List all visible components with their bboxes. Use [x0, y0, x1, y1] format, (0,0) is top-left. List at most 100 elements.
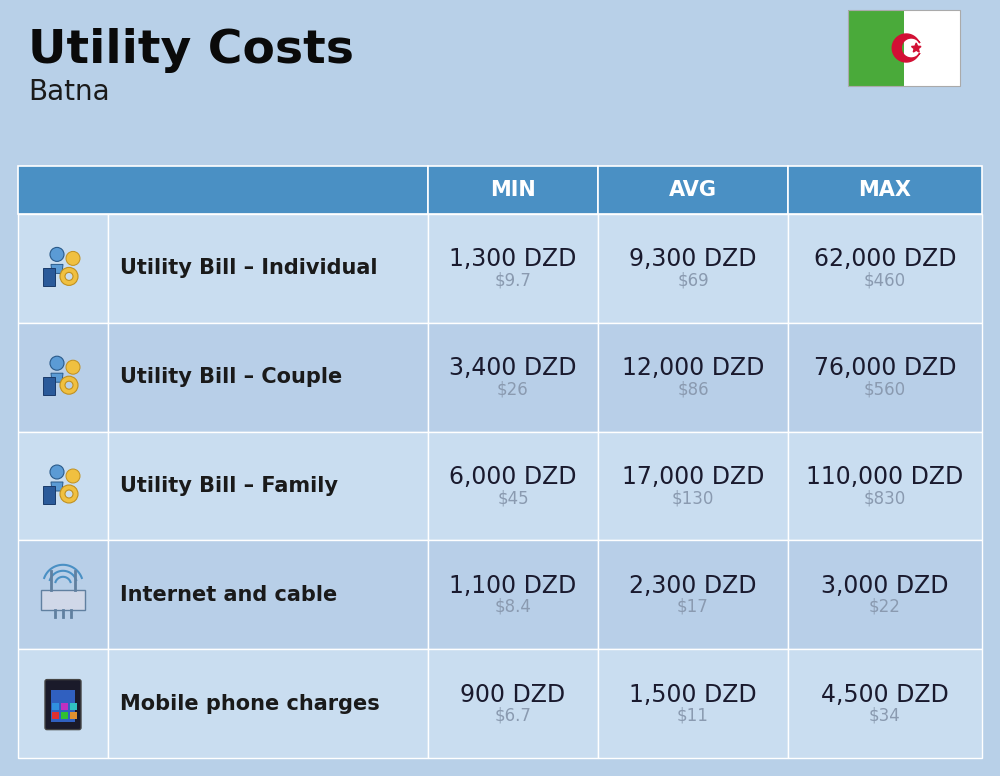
Polygon shape	[892, 34, 920, 62]
Bar	[43, 486, 55, 504]
Text: $22: $22	[869, 598, 901, 616]
Text: $26: $26	[497, 380, 529, 398]
Text: 17,000 DZD: 17,000 DZD	[622, 465, 764, 489]
Text: $6.7: $6.7	[495, 707, 531, 725]
Bar	[43, 268, 55, 286]
Text: 1,300 DZD: 1,300 DZD	[449, 248, 577, 272]
Circle shape	[65, 381, 73, 390]
FancyBboxPatch shape	[45, 680, 81, 729]
Text: Batna: Batna	[28, 78, 110, 106]
Bar	[51, 690, 75, 722]
Bar	[598, 214, 788, 323]
Text: $11: $11	[677, 707, 709, 725]
Bar	[18, 431, 108, 540]
Circle shape	[60, 376, 78, 394]
Bar	[788, 214, 982, 323]
Bar	[41, 590, 85, 610]
Bar	[70, 702, 77, 709]
Bar	[108, 650, 428, 758]
Bar	[904, 10, 960, 86]
Bar	[428, 166, 598, 214]
Text: $560: $560	[864, 380, 906, 398]
Text: 1,100 DZD: 1,100 DZD	[449, 573, 577, 598]
Text: Utility Costs: Utility Costs	[28, 28, 354, 73]
Bar	[108, 540, 428, 650]
Bar	[18, 214, 108, 323]
Bar	[598, 431, 788, 540]
Text: $130: $130	[672, 489, 714, 507]
Text: MIN: MIN	[490, 180, 536, 200]
Text: $8.4: $8.4	[495, 598, 531, 616]
Circle shape	[50, 248, 64, 262]
Text: Utility Bill – Individual: Utility Bill – Individual	[120, 258, 378, 279]
Bar	[428, 323, 598, 431]
Bar	[61, 702, 68, 709]
Bar	[52, 712, 59, 719]
Text: 1,500 DZD: 1,500 DZD	[629, 683, 757, 707]
Text: $69: $69	[677, 272, 709, 289]
Text: 2,300 DZD: 2,300 DZD	[629, 573, 757, 598]
Bar	[52, 702, 59, 709]
Bar	[598, 540, 788, 650]
Text: MAX: MAX	[858, 180, 912, 200]
Bar	[788, 540, 982, 650]
Text: $460: $460	[864, 272, 906, 289]
Circle shape	[65, 272, 73, 280]
Text: $17: $17	[677, 598, 709, 616]
Bar	[788, 650, 982, 758]
Bar	[598, 166, 788, 214]
Polygon shape	[51, 373, 63, 383]
Text: 3,400 DZD: 3,400 DZD	[449, 356, 577, 380]
Bar	[598, 650, 788, 758]
Bar	[848, 10, 904, 86]
Circle shape	[66, 251, 80, 265]
Bar	[108, 214, 428, 323]
Bar	[18, 650, 108, 758]
Bar	[428, 540, 598, 650]
Polygon shape	[51, 482, 63, 491]
Text: 110,000 DZD: 110,000 DZD	[806, 465, 964, 489]
Circle shape	[60, 268, 78, 286]
Circle shape	[66, 360, 80, 374]
Bar	[848, 10, 960, 86]
Bar	[18, 323, 108, 431]
Text: 9,300 DZD: 9,300 DZD	[629, 248, 757, 272]
Polygon shape	[911, 43, 921, 52]
Text: 900 DZD: 900 DZD	[460, 683, 566, 707]
Bar	[428, 214, 598, 323]
Bar	[70, 712, 77, 719]
Circle shape	[65, 490, 73, 498]
Bar	[108, 431, 428, 540]
Text: Utility Bill – Family: Utility Bill – Family	[120, 476, 338, 496]
Text: $86: $86	[677, 380, 709, 398]
Bar	[788, 166, 982, 214]
Circle shape	[50, 356, 64, 370]
Text: Internet and cable: Internet and cable	[120, 585, 337, 605]
Bar	[428, 431, 598, 540]
Bar	[18, 540, 108, 650]
Bar	[108, 323, 428, 431]
Text: 12,000 DZD: 12,000 DZD	[622, 356, 764, 380]
Bar	[43, 377, 55, 395]
Circle shape	[66, 469, 80, 483]
Text: 76,000 DZD: 76,000 DZD	[814, 356, 956, 380]
Text: $9.7: $9.7	[495, 272, 531, 289]
Text: $45: $45	[497, 489, 529, 507]
Text: 4,500 DZD: 4,500 DZD	[821, 683, 949, 707]
Bar	[428, 650, 598, 758]
Bar	[788, 431, 982, 540]
Circle shape	[60, 485, 78, 503]
Text: 6,000 DZD: 6,000 DZD	[449, 465, 577, 489]
Circle shape	[50, 465, 64, 479]
Bar	[18, 166, 428, 214]
Text: 3,000 DZD: 3,000 DZD	[821, 573, 949, 598]
Text: Utility Bill – Couple: Utility Bill – Couple	[120, 367, 342, 387]
Text: AVG: AVG	[669, 180, 717, 200]
Bar	[598, 323, 788, 431]
Text: $34: $34	[869, 707, 901, 725]
Text: $830: $830	[864, 489, 906, 507]
Text: 62,000 DZD: 62,000 DZD	[814, 248, 956, 272]
Bar	[788, 323, 982, 431]
Bar	[61, 712, 68, 719]
Polygon shape	[51, 265, 63, 273]
